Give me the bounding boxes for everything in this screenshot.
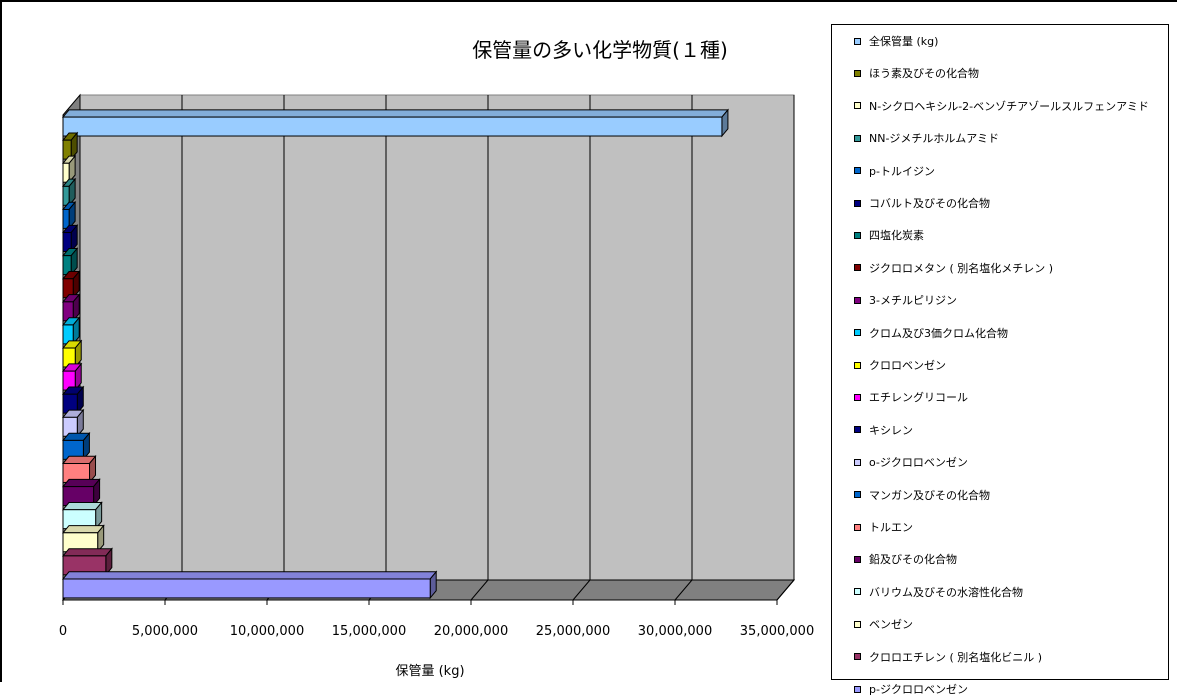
legend-item: o-ジクロロベンゼン xyxy=(854,454,968,470)
x-tick-label: 15,000,000 xyxy=(331,624,407,639)
legend-swatch xyxy=(854,685,861,693)
legend-label: コバルト及びその化合物 xyxy=(869,197,990,210)
legend-item: バリウム及びその水溶性化合物 xyxy=(854,584,1023,600)
x-tick-label: 0 xyxy=(58,624,68,639)
legend-item: 鉛及びその化合物 xyxy=(854,551,957,567)
legend-swatch xyxy=(854,491,861,499)
legend-item: p-ジクロロベンゼン xyxy=(854,681,968,697)
legend-swatch xyxy=(854,588,861,596)
x-axis-label: 保管量 (kg) xyxy=(395,664,465,679)
legend-item: ほう素及びその化合物 xyxy=(854,65,979,81)
legend-swatch xyxy=(854,361,861,369)
x-tick-label: 25,000,000 xyxy=(535,624,611,639)
legend-swatch xyxy=(854,296,861,304)
legend-label: クロロベンゼン xyxy=(869,359,946,372)
legend-swatch xyxy=(854,555,861,563)
bar-top xyxy=(61,109,729,118)
gridline-floor xyxy=(776,579,795,601)
bar-top xyxy=(61,548,113,557)
legend-swatch xyxy=(854,620,861,628)
bar-top xyxy=(61,525,105,534)
chart-plot xyxy=(61,93,796,605)
legend-item: トルエン xyxy=(854,519,913,535)
x-tick-label: 5,000,000 xyxy=(131,624,199,639)
legend-swatch xyxy=(854,329,861,337)
legend-item: クロム及び3価クロム化合物 xyxy=(854,325,1008,341)
legend-label: N-シクロヘキシル-2-ベンゾチアゾールスルフェンアミド xyxy=(869,99,1149,113)
legend-label: バリウム及びその水溶性化合物 xyxy=(869,585,1023,599)
legend-item: ベンゼン xyxy=(854,616,913,632)
legend-item: クロロエチレン ( 別名塩化ビニル ) xyxy=(854,649,1042,665)
gridline-floor xyxy=(572,579,591,601)
legend-label: ほう素及びその化合物 xyxy=(869,67,979,81)
bar-top xyxy=(61,571,438,580)
legend-label: ベンゼン xyxy=(869,618,913,632)
legend-item: NN-ジメチルホルムアミド xyxy=(854,130,999,146)
legend-swatch xyxy=(854,653,861,661)
legend-label: 3-メチルピリジン xyxy=(869,294,957,308)
legend-label: 四塩化炭素 xyxy=(869,229,924,243)
legend-label: p-ジクロロベンゼン xyxy=(869,683,968,696)
back-wall xyxy=(79,94,795,581)
legend-label: ジクロロメタン ( 別名塩化メチレン ) xyxy=(869,261,1054,275)
x-tick-label: 35,000,000 xyxy=(739,624,815,639)
x-tick-label: 10,000,000 xyxy=(229,624,305,639)
legend-swatch xyxy=(854,231,861,239)
legend-item: ジクロロメタン ( 別名塩化メチレン ) xyxy=(854,260,1053,276)
legend-label: 鉛及びその化合物 xyxy=(869,553,957,567)
legend-label: NN-ジメチルホルムアミド xyxy=(869,132,999,146)
legend-item: N-シクロヘキシル-2-ベンゾチアゾールスルフェンアミド xyxy=(854,98,1149,114)
legend-item: クロロベンゼン xyxy=(854,357,946,373)
gridline-floor xyxy=(470,579,489,601)
legend-swatch xyxy=(854,393,861,401)
legend-swatch xyxy=(854,264,861,272)
legend-item: キシレン xyxy=(854,422,913,438)
legend-item: コバルト及びその化合物 xyxy=(854,195,990,211)
legend-swatch xyxy=(854,69,861,77)
legend-item: 3-メチルピリジン xyxy=(854,292,957,308)
legend-swatch xyxy=(854,102,861,110)
legend-item: 全保管量 (kg) xyxy=(854,33,938,49)
legend-swatch xyxy=(854,37,861,45)
bar-top xyxy=(61,501,103,511)
legend-label: クロロエチレン ( 別名塩化ビニル ) xyxy=(869,650,1043,664)
legend-item: p-トルイジン xyxy=(854,163,935,179)
x-tick-label: 20,000,000 xyxy=(433,624,509,639)
legend-label: トルエン xyxy=(869,521,913,534)
legend-item: エチレングリコール xyxy=(854,389,968,405)
legend-swatch xyxy=(854,458,861,466)
legend: 全保管量 (kg) ほう素及びその化合物 N-シクロヘキシル-2-ベンゾチアゾールス… xyxy=(831,24,1169,696)
chart-title: 保管量の多い化学物質(１種) xyxy=(472,38,728,62)
legend-swatch xyxy=(854,426,861,434)
legend-label: エチレングリコール xyxy=(869,391,968,405)
gridline-floor xyxy=(674,579,693,601)
legend-item: 四塩化炭素 xyxy=(854,227,924,243)
x-tick-label: 30,000,000 xyxy=(637,624,713,639)
legend-item: マンガン及びその化合物 xyxy=(854,487,990,503)
legend-swatch xyxy=(854,134,861,142)
legend-swatch xyxy=(854,523,861,531)
bar xyxy=(62,116,723,137)
legend-swatch xyxy=(854,199,861,207)
legend-label: クロム及び3価クロム化合物 xyxy=(869,326,1008,340)
bar xyxy=(62,578,431,599)
chart-frame xyxy=(0,0,1177,682)
legend-label: 全保管量 (kg) xyxy=(869,35,939,48)
legend-swatch xyxy=(854,167,861,175)
legend-label: p-トルイジン xyxy=(869,164,935,178)
legend-label: キシレン xyxy=(869,423,913,437)
legend-label: マンガン及びその化合物 xyxy=(869,488,990,502)
legend-label: o-ジクロロベンゼン xyxy=(869,456,968,470)
